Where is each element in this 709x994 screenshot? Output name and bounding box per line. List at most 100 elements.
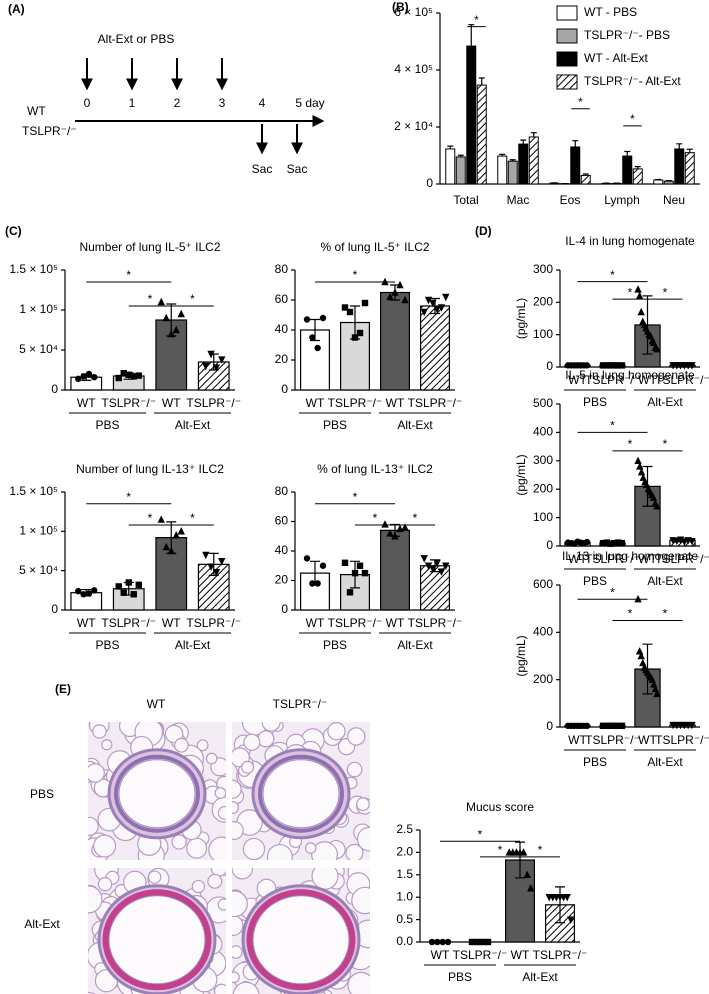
- group-label: WT: [27, 104, 46, 118]
- data-point: [637, 651, 645, 660]
- lumen: [252, 895, 350, 985]
- x-tick-label: TSLPR⁻/⁻: [328, 396, 383, 410]
- data-point: [157, 297, 165, 306]
- data-point: [563, 894, 571, 902]
- data-point: [611, 362, 618, 369]
- epithelium: [258, 754, 344, 833]
- y-tick-label: 80: [275, 262, 289, 276]
- data-point: [474, 938, 481, 946]
- row-label: Alt-Ext: [24, 917, 60, 931]
- y-tick-label: 1.5 × 10⁵: [9, 262, 58, 276]
- data-point: [653, 689, 661, 698]
- alveolus: [164, 724, 184, 744]
- data-point: [437, 568, 446, 576]
- alveolus: [232, 890, 248, 918]
- data-point: [303, 316, 311, 323]
- group-label: PBS: [95, 638, 119, 652]
- bar: [476, 84, 487, 185]
- alveolus: [232, 915, 244, 937]
- data-point: [386, 529, 394, 537]
- data-point: [634, 456, 642, 464]
- data-point: [611, 539, 618, 547]
- data-point: [157, 515, 165, 523]
- data-point: [125, 371, 132, 378]
- data-point: [346, 308, 354, 316]
- data-point: [314, 344, 321, 352]
- data-point: [433, 305, 441, 314]
- significance-label: *: [628, 607, 633, 621]
- error-bar: [555, 886, 565, 924]
- y-tick-label: 300: [533, 453, 553, 467]
- data-point: [527, 884, 535, 892]
- column-label: TSLPR⁻/⁻: [273, 697, 328, 711]
- data-point: [599, 722, 607, 730]
- error-bar: [582, 173, 589, 176]
- significance-label: *: [498, 843, 503, 857]
- error-bar: [642, 295, 653, 355]
- data-point: [172, 531, 180, 539]
- group-label: Alt-Ext: [647, 574, 683, 588]
- alveolus: [304, 842, 317, 854]
- chart-title: Mucus score: [466, 800, 534, 814]
- bar: [622, 155, 633, 185]
- day-label: 1: [129, 96, 136, 110]
- alveolus: [356, 826, 370, 852]
- error-bar: [686, 148, 693, 153]
- group-label: TSLPR⁻/⁻: [22, 124, 77, 138]
- data-point: [603, 362, 611, 369]
- y-tick-label: 1.5: [396, 867, 413, 881]
- error-bar: [447, 145, 454, 149]
- alveolus: [207, 873, 223, 889]
- panel-label: (C): [5, 224, 22, 238]
- day-label: 5 day: [295, 96, 324, 110]
- data-point: [424, 296, 433, 305]
- data-point: [303, 555, 311, 562]
- significance-label: *: [190, 511, 195, 525]
- row-label: PBS: [30, 787, 54, 801]
- x-tick-label: TSLPR⁻/⁻: [101, 396, 156, 410]
- alveolus: [345, 843, 364, 860]
- x-tick-label: WT: [638, 552, 657, 566]
- x-tick-label: WT: [386, 616, 405, 630]
- group-label: Alt-Ext: [175, 418, 211, 432]
- significance-label: *: [663, 437, 668, 451]
- alveolus: [347, 971, 370, 994]
- bar: [420, 305, 451, 391]
- data-point: [75, 587, 82, 595]
- data-point: [618, 539, 626, 547]
- data-point: [688, 721, 696, 730]
- bar: [653, 179, 664, 185]
- x-tick-label: WT: [306, 616, 325, 630]
- bar: [518, 143, 529, 185]
- error-bar: [676, 143, 683, 149]
- day-label: 2: [174, 96, 181, 110]
- data-point: [688, 537, 696, 546]
- y-axis-label: (pg/mL): [514, 635, 528, 676]
- data-point: [401, 523, 409, 531]
- significance-label: *: [610, 585, 615, 599]
- significance-label: *: [628, 285, 633, 299]
- data-point: [356, 562, 364, 569]
- histology-image: [88, 868, 226, 994]
- significance-label: *: [628, 437, 633, 451]
- alveolus: [101, 739, 113, 751]
- data-point: [603, 722, 611, 730]
- data-point: [314, 580, 321, 587]
- group-label: PBS: [583, 395, 607, 409]
- x-tick-label: TSLPR⁻/⁻: [533, 948, 588, 962]
- x-tick-label: TSLPR⁻/⁻: [585, 373, 640, 387]
- y-tick-label: 5 × 10⁴: [19, 563, 58, 577]
- data-point: [167, 329, 175, 338]
- x-tick-label: Lymph: [604, 193, 640, 207]
- endpoint-label: Sac: [287, 162, 308, 176]
- data-point: [484, 938, 492, 946]
- data-point: [583, 722, 591, 730]
- error-bar: [520, 139, 527, 145]
- x-tick-label: Eos: [560, 193, 581, 207]
- data-point: [420, 308, 428, 317]
- data-point: [341, 559, 349, 566]
- y-tick-label: 0: [426, 176, 433, 190]
- significance-label: *: [663, 607, 668, 621]
- data-point: [177, 309, 185, 318]
- x-tick-label: WT: [638, 373, 657, 387]
